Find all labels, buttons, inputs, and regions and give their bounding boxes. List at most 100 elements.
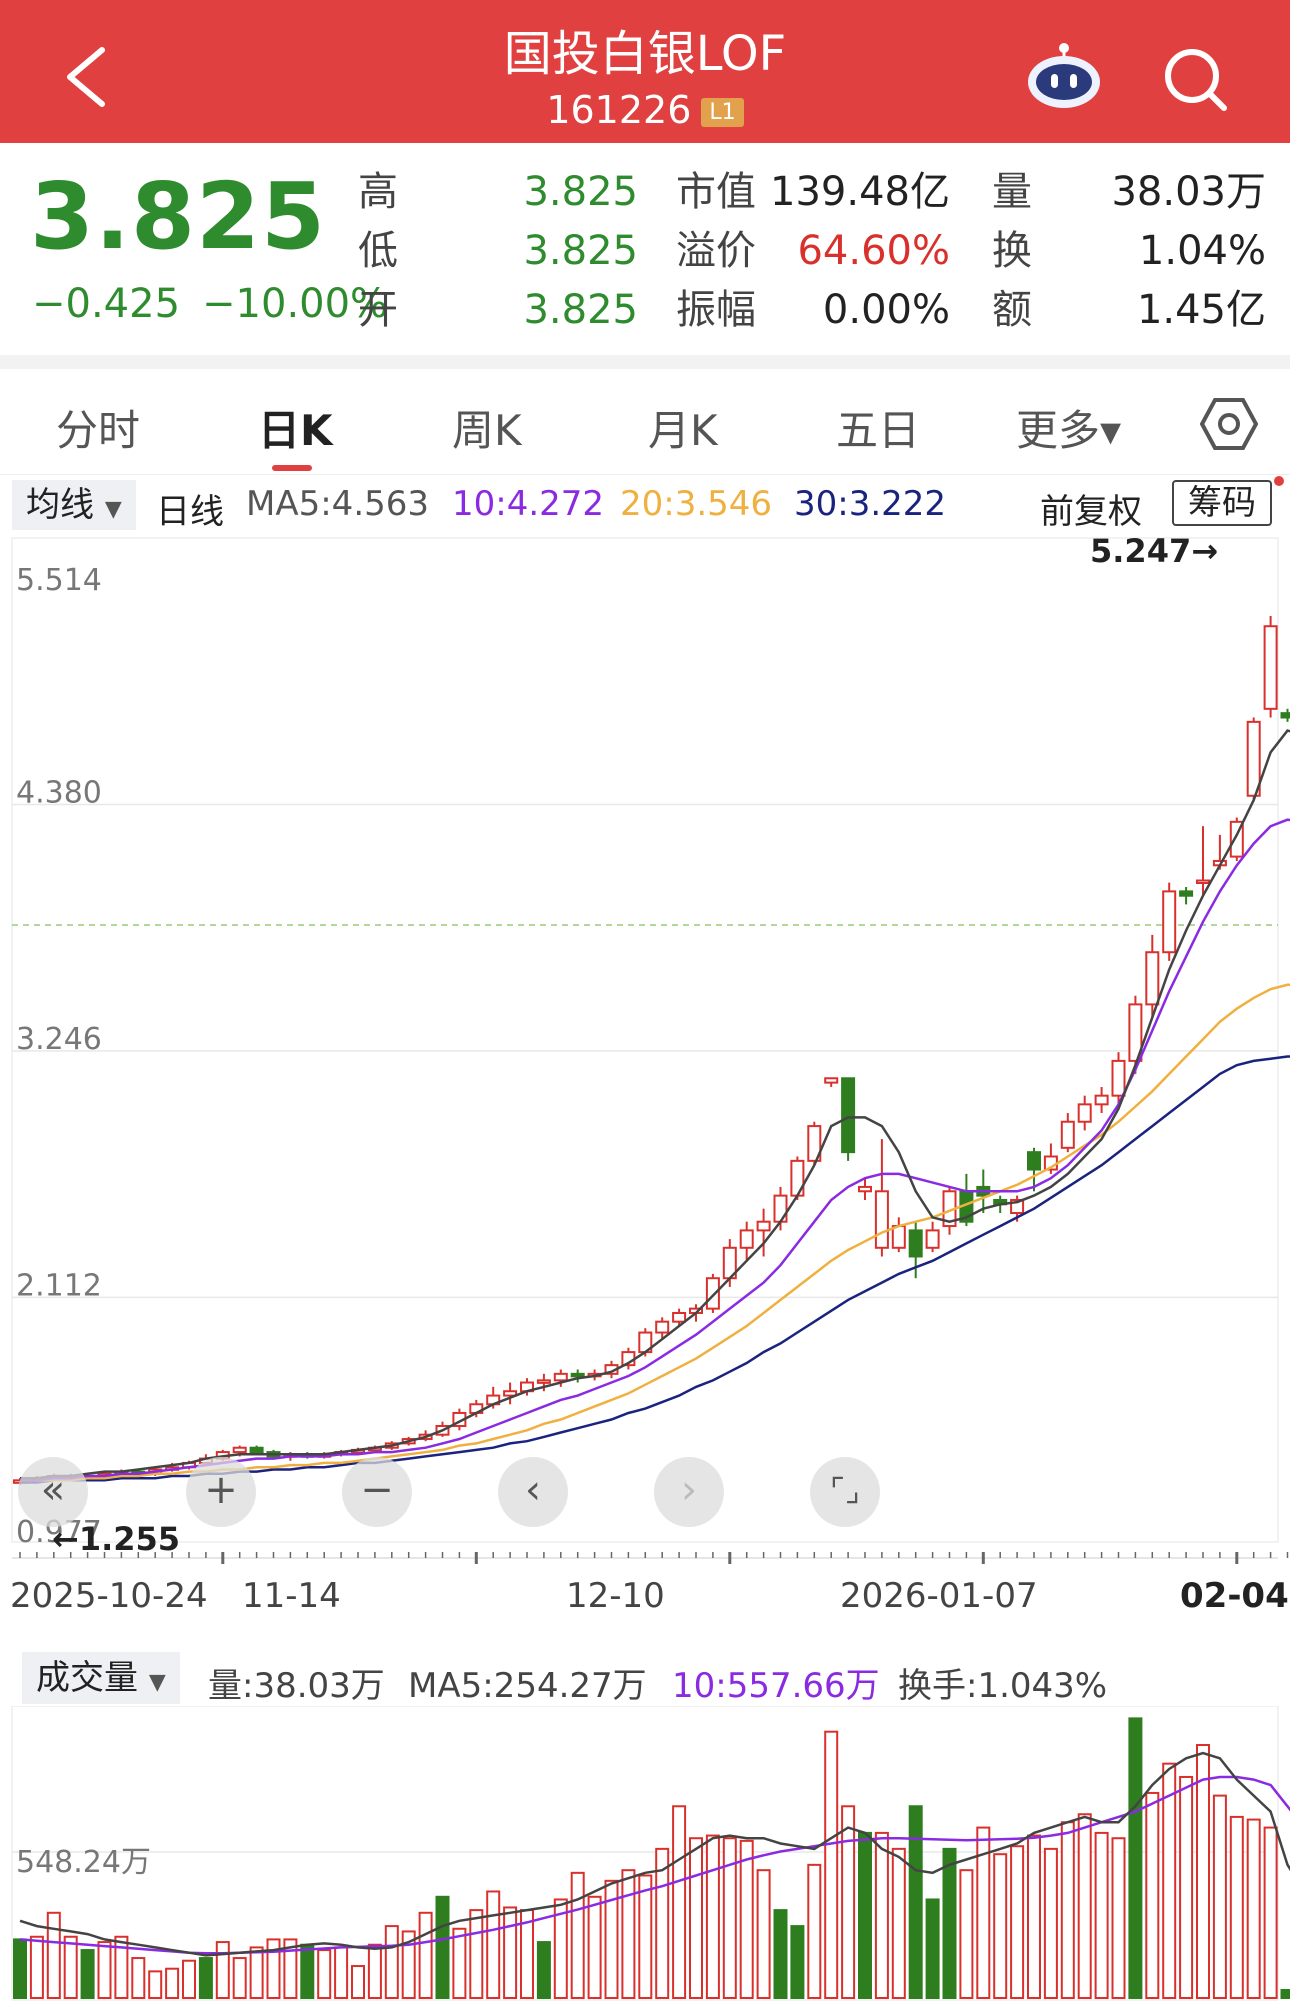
volume-bar: [1010, 1845, 1025, 1999]
y-axis-label: 3.246: [16, 1022, 102, 1057]
candle: [1111, 1059, 1126, 1097]
tab-more[interactable]: 更多▾: [1016, 406, 1122, 455]
volume-bar: [266, 1938, 281, 1999]
volume-chart[interactable]: 548.24万: [0, 1706, 1290, 2006]
price-adjust-toggle[interactable]: 前复权: [1040, 492, 1142, 532]
candle: [773, 1194, 788, 1223]
dropdown-caret-icon: ▼: [148, 1670, 166, 1695]
volume-bar: [300, 1943, 315, 1999]
amount-value: 1.45亿: [1136, 287, 1266, 333]
candle: [858, 1185, 872, 1193]
candle: [1280, 712, 1290, 719]
volume-bar: [1179, 1775, 1194, 1999]
scroll-right-button[interactable]: ›: [654, 1457, 724, 1527]
volume-bar: [317, 1949, 332, 1999]
tab-five-day[interactable]: 五日: [836, 406, 921, 455]
scroll-left-fast-button[interactable]: «: [18, 1457, 88, 1527]
volume-bar: [570, 1871, 585, 1999]
quote-col-2: 市值 139.48亿 溢价 64.60% 振幅 0.00%: [676, 163, 950, 340]
volume-bar: [807, 1863, 822, 1999]
candle: [1162, 890, 1177, 954]
candle: [553, 1372, 568, 1382]
amplitude-value: 0.00%: [822, 287, 950, 333]
date-label-2: 11-14: [242, 1576, 341, 1616]
quote-col-3: 量 38.03万 换 1.04% 额 1.45亿: [992, 163, 1266, 340]
volume-bar: [756, 1869, 771, 2000]
tab-intraday[interactable]: 分时: [56, 406, 141, 455]
volume-bar: [587, 1895, 602, 1999]
premium-label: 溢价: [676, 228, 756, 274]
volume-bar: [1212, 1794, 1227, 1999]
volume-bar: [722, 1837, 737, 1999]
volume-value: 38.03万: [1111, 169, 1266, 215]
volume-bar: [63, 1935, 78, 1999]
candle: [1263, 625, 1278, 710]
volume-bar: [469, 1909, 484, 1999]
amplitude-label: 振幅: [676, 287, 756, 333]
volume-bar: [1229, 1815, 1244, 1999]
y-axis-label: 5.514: [16, 563, 102, 598]
search-icon[interactable]: [1160, 44, 1230, 114]
candle: [1077, 1103, 1092, 1123]
volume-bar: [334, 1946, 349, 2000]
robot-assistant-icon[interactable]: [1025, 40, 1103, 110]
chart-settings-icon[interactable]: [1200, 395, 1258, 453]
volume-bar: [1145, 1791, 1160, 2000]
chips-button[interactable]: 筹码: [1172, 480, 1272, 526]
fullscreen-button[interactable]: ⌜⌟: [810, 1457, 880, 1527]
market-cap-value: 139.48亿: [770, 169, 950, 215]
volume-ma10: 10:557.66万: [672, 1666, 880, 1706]
volume-y-label: 548.24万: [16, 1845, 151, 1880]
notification-dot: [1274, 476, 1284, 486]
candle: [1094, 1094, 1109, 1106]
volume-bar: [351, 1965, 365, 1999]
ma-indicator-row: 均线 ▼ 日线 MA5:4.563 10:4.272 20:3.546 30:3…: [0, 478, 1290, 534]
ma-selector[interactable]: 均线 ▼: [12, 480, 136, 530]
candle: [655, 1320, 670, 1334]
volume-bar: [1128, 1717, 1143, 2000]
section-divider: [0, 355, 1290, 369]
volume-bar: [790, 1925, 805, 1999]
chart-frame: [11, 537, 1279, 1543]
tab-daily-k[interactable]: 日K: [258, 406, 333, 455]
volume-bar: [97, 1941, 112, 2000]
ma10-line: [20, 818, 1290, 1482]
volume-bar: [418, 1911, 433, 1999]
open-value: 3.825: [523, 287, 638, 333]
scroll-left-button[interactable]: ‹: [498, 1457, 568, 1527]
zoom-in-button[interactable]: +: [186, 1457, 256, 1527]
volume-bar: [114, 1935, 129, 1999]
volume-frame: [11, 1706, 1279, 2001]
volume-bar: [1027, 1834, 1041, 1999]
ma5-value: MA5:4.563: [246, 484, 430, 524]
volume-bar: [13, 1938, 27, 1999]
candle: [824, 1077, 839, 1084]
fund-code-row: 161226 L1: [0, 88, 1290, 132]
volume-selector-label: 成交量: [36, 1658, 138, 1698]
volume-bar: [1162, 1762, 1177, 1999]
high-label: 高: [358, 169, 398, 215]
volume-bar: [536, 1941, 551, 2000]
volume-bar: [486, 1890, 501, 1999]
ma-selector-label: 均线: [26, 485, 94, 525]
volume-bar: [705, 1834, 720, 1999]
volume-bar: [858, 1831, 872, 1999]
volume-bar: [131, 1957, 146, 1999]
volume-bar: [165, 1967, 180, 1999]
volume-ma5-line: [19, 1751, 1290, 1957]
tab-weekly-k[interactable]: 周K: [452, 406, 522, 455]
ma20-value: 20:3.546: [620, 484, 773, 524]
tab-monthly-k[interactable]: 月K: [648, 406, 718, 455]
back-arrow-icon[interactable]: [58, 44, 114, 110]
candle: [705, 1277, 720, 1310]
zoom-out-button[interactable]: −: [342, 1457, 412, 1527]
volume-selector[interactable]: 成交量 ▼: [22, 1652, 180, 1704]
volume-bar: [1060, 1821, 1075, 1999]
volume-bar: [959, 1869, 974, 2000]
candle: [1145, 951, 1160, 1006]
quote-panel: 3.825 −0.425 −10.00% 高 3.825 低 3.825 开 3.825…: [0, 143, 1290, 355]
candle: [1027, 1151, 1041, 1171]
volume-bar: [401, 1930, 416, 1999]
volume-bar: [1246, 1818, 1261, 1999]
